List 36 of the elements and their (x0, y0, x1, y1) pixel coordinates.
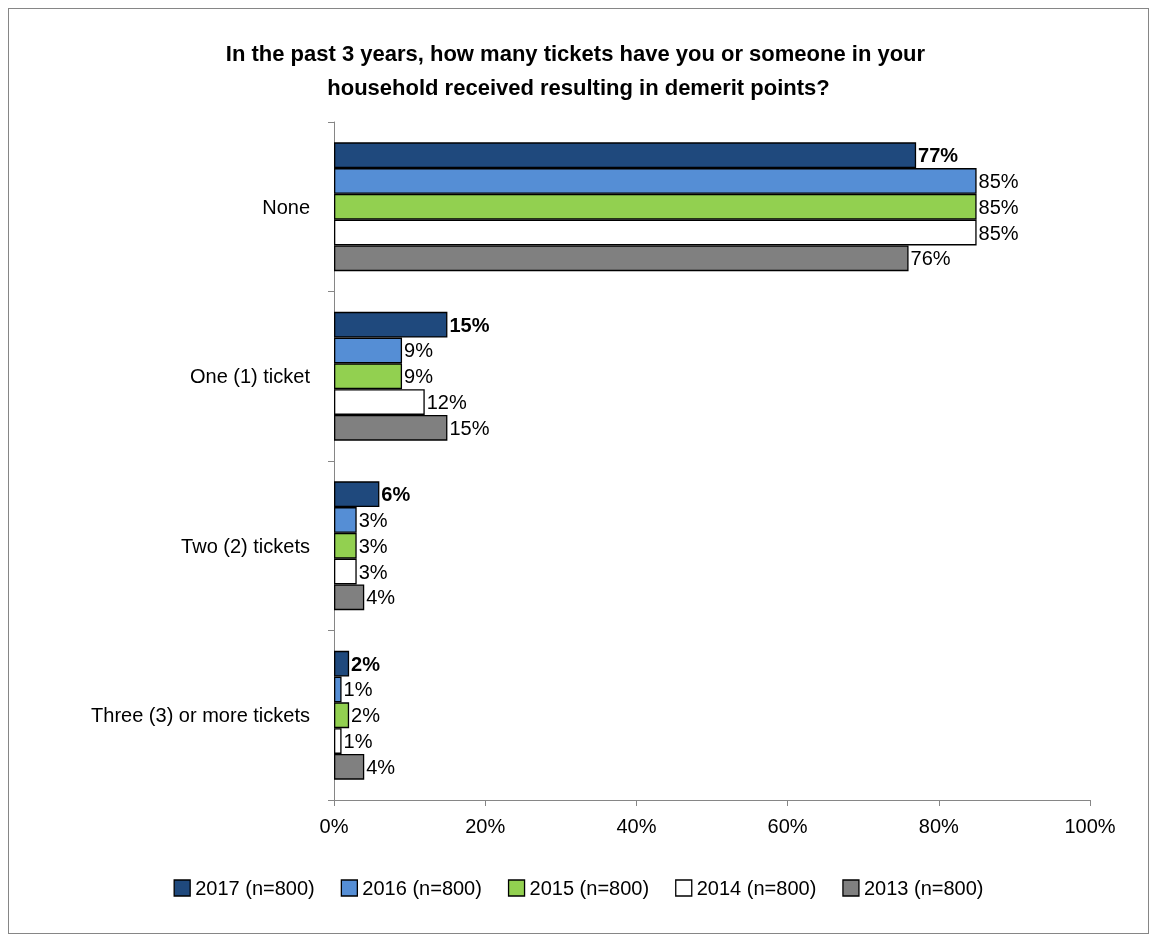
legend-label: 2014 (n=800) (696, 877, 817, 899)
data-label: 77% (918, 144, 959, 167)
x-tick-label: 0% (319, 815, 349, 837)
data-label: 9% (404, 365, 434, 388)
data-label: 1% (343, 730, 373, 753)
chart-title: In the past 3 years, how many tickets have you or someone in your household received resulting in demerit points? (225, 40, 932, 100)
y-tick-label: Two (2) tickets (181, 534, 310, 557)
x-tick-label: 60% (767, 815, 808, 837)
data-label: 6% (381, 483, 411, 506)
data-label: 85% (978, 195, 1019, 218)
x-tick-label: 100% (1064, 815, 1116, 837)
data-label: 76% (910, 247, 951, 270)
y-tick-label: None (262, 195, 310, 218)
data-label: 9% (404, 339, 434, 362)
data-label: 15% (449, 416, 490, 439)
x-tick-label: 20% (465, 815, 506, 837)
x-tick-label: 40% (616, 815, 657, 837)
x-tick-label: 80% (918, 815, 960, 837)
data-label: 15% (449, 313, 490, 336)
y-tick-label: Three (3) or more tickets (91, 704, 310, 727)
legend-label: 2015 (n=800) (529, 877, 650, 899)
data-label: 3% (358, 534, 388, 557)
data-label: 3% (358, 560, 388, 583)
legend-label: 2016 (n=800) (362, 877, 482, 899)
legend-label: 2013 (n=800) (863, 877, 984, 899)
y-tick-label: One (1) ticket (189, 365, 311, 388)
data-label: 85% (978, 169, 1019, 192)
data-label: 85% (978, 221, 1019, 244)
data-label: 2% (351, 704, 381, 727)
legend-label: 2017 (n=800) (195, 877, 315, 899)
data-label: 4% (366, 586, 396, 609)
data-label: 2% (351, 652, 381, 675)
data-label: 4% (366, 755, 396, 778)
data-label: 12% (426, 391, 467, 414)
data-label: 3% (358, 508, 388, 531)
data-label: 1% (343, 678, 373, 701)
